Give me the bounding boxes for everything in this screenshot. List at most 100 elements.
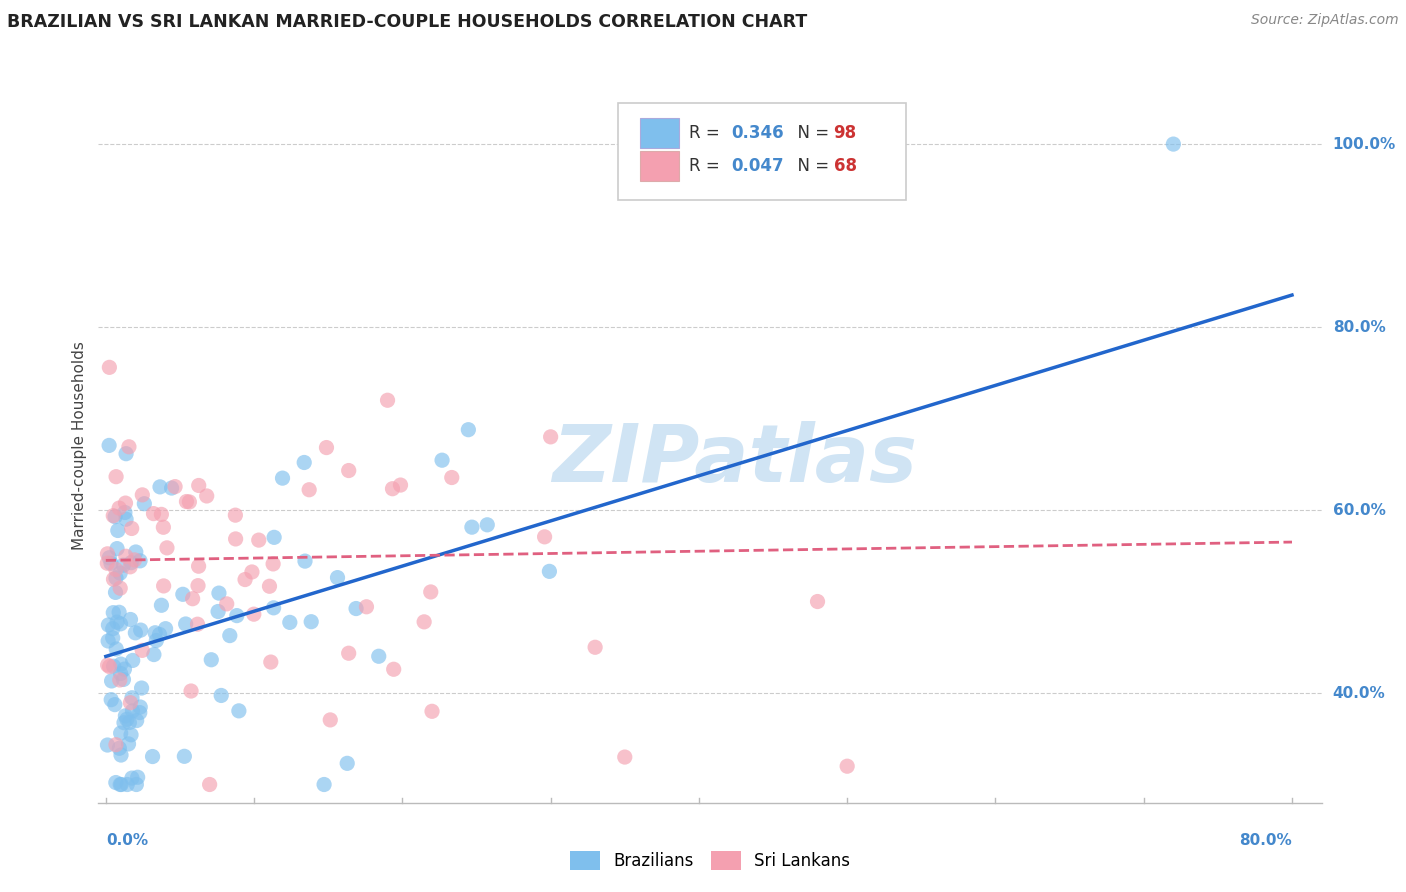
Point (104, 738, 127, 752)
Point (337, 646, 360, 660)
Y-axis label: Married-couple Households: Married-couple Households (72, 342, 87, 550)
Point (200, 653, 222, 667)
Point (165, 480, 187, 494)
Point (131, 643, 153, 657)
Point (247, 533, 270, 548)
Point (104, 562, 127, 576)
Point (129, 700, 152, 714)
Point (104, 585, 127, 599)
Point (98, 550, 121, 565)
Point (96, 738, 118, 752)
Point (419, 585, 441, 599)
Point (259, 579, 281, 593)
Point (143, 625, 166, 640)
Point (224, 508, 246, 523)
Point (114, 708, 136, 723)
Point (128, 706, 150, 720)
Point (142, 648, 165, 662)
Point (124, 553, 146, 567)
Point (124, 625, 146, 640)
Point (112, 558, 135, 573)
Text: R =: R = (689, 125, 725, 143)
Point (806, 594, 828, 608)
Point (121, 653, 143, 667)
Text: 0.0%: 0.0% (105, 833, 148, 848)
Point (533, 530, 555, 544)
Point (125, 777, 148, 791)
Point (115, 447, 138, 461)
Point (142, 507, 165, 521)
Point (120, 728, 142, 742)
Point (108, 741, 131, 756)
Point (262, 557, 284, 571)
Point (149, 480, 172, 494)
Point (121, 521, 143, 535)
Point (101, 631, 124, 645)
Point (121, 771, 143, 785)
Point (100, 692, 122, 706)
Point (260, 655, 283, 669)
Point (356, 599, 378, 614)
Point (228, 704, 250, 718)
Point (294, 554, 316, 568)
Point (209, 689, 232, 703)
Point (477, 517, 499, 532)
Point (105, 615, 128, 629)
Point (107, 524, 129, 538)
Point (115, 512, 138, 526)
Text: 40.0%: 40.0% (1333, 686, 1385, 700)
Point (117, 737, 139, 751)
Point (613, 750, 636, 764)
Point (114, 496, 136, 510)
Point (103, 508, 125, 523)
Point (115, 712, 138, 726)
Point (134, 497, 156, 511)
Point (115, 777, 138, 791)
Point (152, 520, 174, 534)
Point (104, 775, 127, 789)
Point (103, 606, 125, 620)
Text: 60.0%: 60.0% (1333, 502, 1386, 517)
Point (233, 573, 256, 587)
Point (98, 659, 121, 673)
Point (108, 501, 131, 516)
Point (100, 673, 122, 688)
Point (98, 438, 121, 452)
Point (315, 441, 337, 455)
Point (263, 600, 285, 615)
Point (100, 556, 122, 570)
Point (105, 571, 128, 585)
Point (377, 393, 399, 408)
Point (110, 657, 132, 671)
Point (148, 627, 170, 641)
Point (179, 495, 201, 509)
Point (207, 605, 229, 619)
Point (142, 749, 165, 764)
Point (218, 629, 240, 643)
Point (125, 714, 148, 728)
Point (127, 770, 149, 784)
Point (110, 666, 132, 681)
Point (150, 599, 173, 613)
Point (110, 747, 132, 762)
Point (105, 642, 128, 657)
Point (186, 617, 208, 632)
Point (108, 673, 131, 687)
Point (176, 494, 198, 508)
Point (105, 469, 128, 483)
Point (538, 565, 561, 579)
Point (121, 704, 143, 718)
Text: 68: 68 (834, 157, 856, 175)
Point (187, 559, 209, 574)
Point (96, 547, 118, 561)
Point (430, 453, 453, 467)
Point (129, 623, 152, 637)
Point (299, 615, 322, 629)
Point (156, 541, 179, 555)
Point (344, 601, 367, 615)
Legend: Brazilians, Sri Lankans: Brazilians, Sri Lankans (564, 844, 856, 877)
Point (110, 777, 132, 791)
Point (112, 673, 135, 687)
Point (461, 520, 484, 534)
Point (263, 530, 285, 544)
